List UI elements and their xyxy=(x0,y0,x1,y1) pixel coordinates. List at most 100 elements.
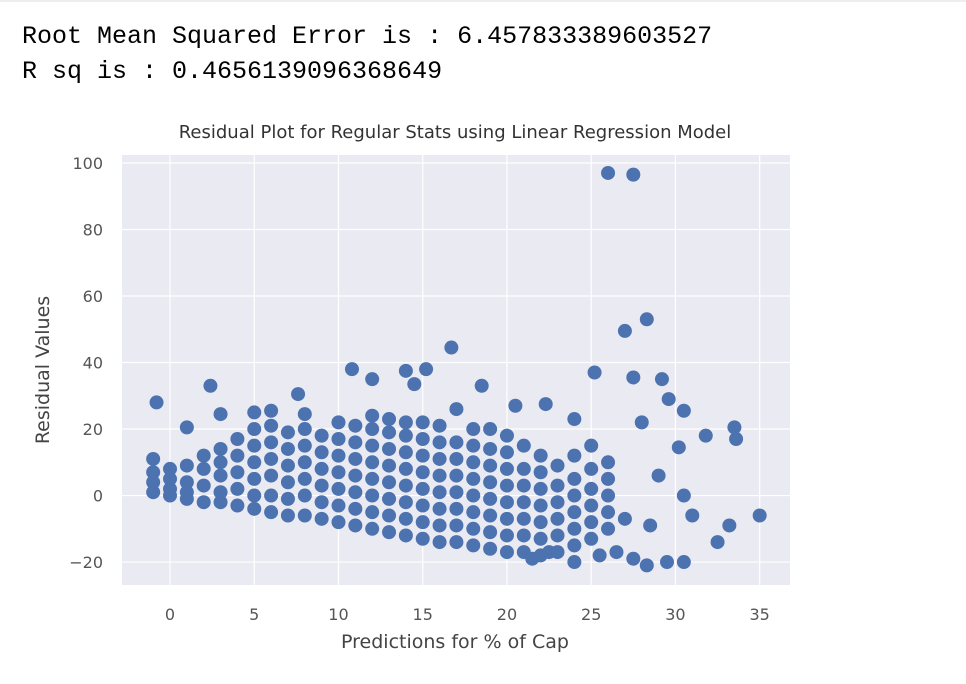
point xyxy=(483,475,498,490)
point xyxy=(661,392,676,407)
point xyxy=(508,398,523,413)
y-tick-label: 0 xyxy=(93,487,103,506)
point xyxy=(499,511,514,526)
point xyxy=(584,461,599,476)
point xyxy=(499,461,514,476)
point xyxy=(196,448,211,463)
point xyxy=(365,505,380,520)
point xyxy=(533,481,548,496)
point xyxy=(584,481,599,496)
point xyxy=(676,488,691,503)
point xyxy=(348,485,363,500)
point xyxy=(432,518,447,533)
point xyxy=(280,441,295,456)
point xyxy=(247,438,262,453)
point xyxy=(398,478,413,493)
point xyxy=(516,511,531,526)
point xyxy=(146,451,161,466)
x-tick-label: 30 xyxy=(665,605,685,624)
point xyxy=(344,362,359,377)
point xyxy=(617,511,632,526)
point xyxy=(639,558,654,573)
point xyxy=(444,340,459,355)
y-tick-label: 100 xyxy=(72,154,103,173)
point xyxy=(146,465,161,480)
point xyxy=(314,478,329,493)
point xyxy=(601,455,616,470)
point xyxy=(432,468,447,483)
point xyxy=(247,455,262,470)
point xyxy=(382,508,397,523)
point xyxy=(291,387,306,402)
point xyxy=(149,395,164,410)
x-tick-label: 20 xyxy=(497,605,517,624)
point xyxy=(179,458,194,473)
point xyxy=(626,551,641,566)
point xyxy=(671,440,686,455)
point xyxy=(499,545,514,560)
point xyxy=(213,441,228,456)
point xyxy=(698,428,713,443)
point xyxy=(533,548,548,563)
point xyxy=(567,448,582,463)
x-tick-label: 0 xyxy=(165,605,175,624)
point xyxy=(398,528,413,543)
point xyxy=(752,508,767,523)
point xyxy=(297,471,312,486)
point xyxy=(382,425,397,440)
point xyxy=(382,412,397,427)
point xyxy=(533,515,548,530)
point xyxy=(163,471,178,486)
point xyxy=(584,498,599,513)
point xyxy=(466,538,481,553)
point xyxy=(654,372,669,387)
point xyxy=(415,515,430,530)
point xyxy=(550,528,565,543)
point xyxy=(398,428,413,443)
point xyxy=(264,435,279,450)
point xyxy=(382,525,397,540)
point xyxy=(550,545,565,560)
point xyxy=(280,475,295,490)
point xyxy=(247,405,262,420)
point xyxy=(685,508,700,523)
point xyxy=(264,505,279,520)
point xyxy=(449,518,464,533)
point xyxy=(449,535,464,550)
point xyxy=(538,397,553,412)
point xyxy=(626,370,641,385)
point xyxy=(415,481,430,496)
x-tick-label: 25 xyxy=(581,605,601,624)
point xyxy=(230,498,245,513)
point xyxy=(533,531,548,546)
point xyxy=(398,363,413,378)
point xyxy=(601,488,616,503)
point xyxy=(415,415,430,430)
point xyxy=(331,448,346,463)
y-tick-label: 80 xyxy=(83,220,103,239)
point xyxy=(314,445,329,460)
x-axis-label: Predictions for % of Cap xyxy=(341,631,569,653)
point xyxy=(483,441,498,456)
point xyxy=(601,521,616,536)
point xyxy=(466,488,481,503)
point xyxy=(474,378,489,393)
point xyxy=(601,505,616,520)
point xyxy=(660,555,675,570)
point xyxy=(365,471,380,486)
point xyxy=(567,555,582,570)
point xyxy=(314,428,329,443)
point xyxy=(264,468,279,483)
x-tick-label: 35 xyxy=(749,605,769,624)
point xyxy=(676,555,691,570)
point xyxy=(213,485,228,500)
point xyxy=(432,535,447,550)
point xyxy=(567,505,582,520)
point xyxy=(146,475,161,490)
point xyxy=(179,420,194,435)
point xyxy=(449,402,464,417)
point xyxy=(643,518,658,533)
point xyxy=(348,518,363,533)
point xyxy=(348,435,363,450)
point xyxy=(584,531,599,546)
